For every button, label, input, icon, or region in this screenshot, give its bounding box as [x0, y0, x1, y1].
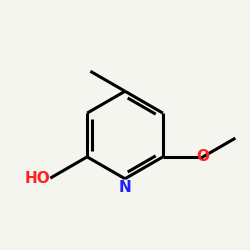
Text: O: O	[196, 150, 209, 164]
Text: N: N	[118, 180, 132, 195]
Text: HO: HO	[24, 170, 50, 186]
